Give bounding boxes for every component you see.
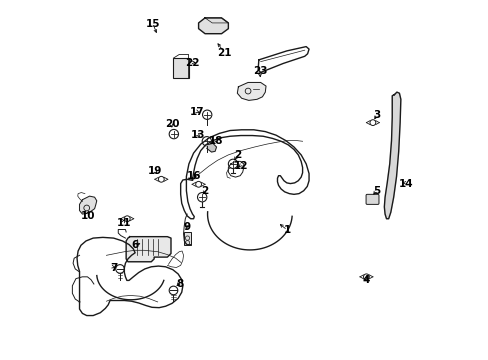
- Text: 10: 10: [81, 211, 96, 221]
- Polygon shape: [206, 143, 216, 152]
- FancyBboxPatch shape: [183, 232, 191, 244]
- Polygon shape: [80, 196, 97, 214]
- Text: 20: 20: [164, 120, 179, 129]
- Text: 2: 2: [201, 186, 208, 196]
- Text: 8: 8: [176, 279, 183, 289]
- Polygon shape: [198, 18, 228, 34]
- FancyBboxPatch shape: [366, 194, 378, 204]
- Text: 4: 4: [362, 275, 369, 285]
- Polygon shape: [384, 92, 400, 219]
- Text: 23: 23: [253, 66, 267, 76]
- Text: 9: 9: [183, 222, 190, 231]
- Text: 1: 1: [284, 225, 290, 235]
- Text: 7: 7: [110, 263, 117, 273]
- Text: 21: 21: [217, 48, 231, 58]
- Text: 19: 19: [147, 166, 162, 176]
- Text: 2: 2: [233, 150, 241, 160]
- Text: 17: 17: [189, 107, 204, 117]
- Text: 22: 22: [185, 58, 199, 68]
- Text: 18: 18: [208, 136, 223, 145]
- Text: 12: 12: [233, 161, 247, 171]
- Text: 6: 6: [131, 239, 139, 249]
- Text: 13: 13: [190, 130, 204, 140]
- Text: 14: 14: [398, 179, 412, 189]
- Polygon shape: [126, 237, 171, 262]
- Text: 16: 16: [186, 171, 201, 181]
- Polygon shape: [237, 82, 265, 100]
- Text: 15: 15: [145, 19, 160, 29]
- FancyBboxPatch shape: [173, 58, 188, 78]
- Text: 5: 5: [372, 186, 379, 196]
- Text: 3: 3: [373, 111, 380, 121]
- Text: 11: 11: [117, 218, 131, 228]
